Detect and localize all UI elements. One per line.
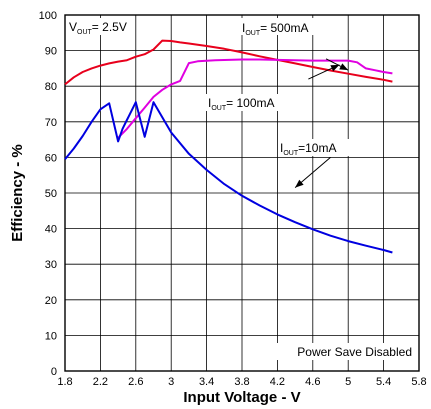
series-lines [64, 39, 393, 254]
grid-lines [65, 15, 419, 371]
plot-frame [64, 14, 420, 372]
x-tick-label: 3.4 [199, 376, 214, 388]
x-tick-label: 4.2 [270, 376, 285, 388]
i500-label-bg [240, 18, 324, 35]
annotation-arrows [294, 58, 349, 189]
x-tick-label: 2.6 [128, 376, 143, 388]
y-tick-label: 90 [45, 46, 57, 58]
arrow-head [330, 64, 340, 72]
series-line [64, 39, 393, 86]
x-axis-title: Input Voltage - V [183, 389, 300, 406]
arrow-head [295, 179, 304, 188]
y-tick-label: 30 [45, 259, 57, 271]
y-tick-label: 50 [45, 188, 57, 200]
y-tick-label: 100 [39, 10, 57, 22]
y-tick-label: 20 [45, 295, 57, 307]
y-tick-label: 80 [45, 81, 57, 93]
series-line [117, 58, 393, 139]
i100-label: IOUT= 100mA [208, 96, 275, 112]
i100-label-bg [206, 94, 290, 111]
i10-label-bg [278, 139, 352, 156]
i500-label: IOUT= 500mA [242, 21, 309, 37]
y-tick-label: 70 [45, 117, 57, 129]
mode-label-bg [266, 343, 415, 360]
x-tick-label: 4.6 [305, 376, 320, 388]
tick-labels: 1.8 2.2 2.6 3 3.4 3.8 4.2 4.6 5 5.4 5.8 0 10 20 30 40 50… [39, 10, 427, 388]
x-tick-label: 2.2 [93, 376, 108, 388]
y-tick-label: 0 [51, 366, 57, 378]
x-tick-label: 1.8 [57, 376, 72, 388]
x-tick-label: 5.4 [376, 376, 391, 388]
arrow-head [339, 63, 349, 71]
y-axis-title: Efficiency - % [9, 144, 26, 242]
y-tick-label: 40 [45, 224, 57, 236]
i10-label: IOUT=10mA [280, 141, 336, 157]
x-tick-label: 5 [345, 376, 351, 388]
x-tick-label: 3.8 [234, 376, 249, 388]
y-tick-label: 10 [45, 330, 57, 342]
x-tick-label: 3 [168, 376, 174, 388]
series-line [64, 101, 393, 254]
x-tick-label: 5.8 [411, 376, 426, 388]
mode-label: Power Save Disabled [297, 345, 412, 359]
vout-label: VOUT= 2.5V [69, 20, 127, 36]
y-tick-label: 60 [45, 152, 57, 164]
vout-label-bg [67, 18, 123, 35]
